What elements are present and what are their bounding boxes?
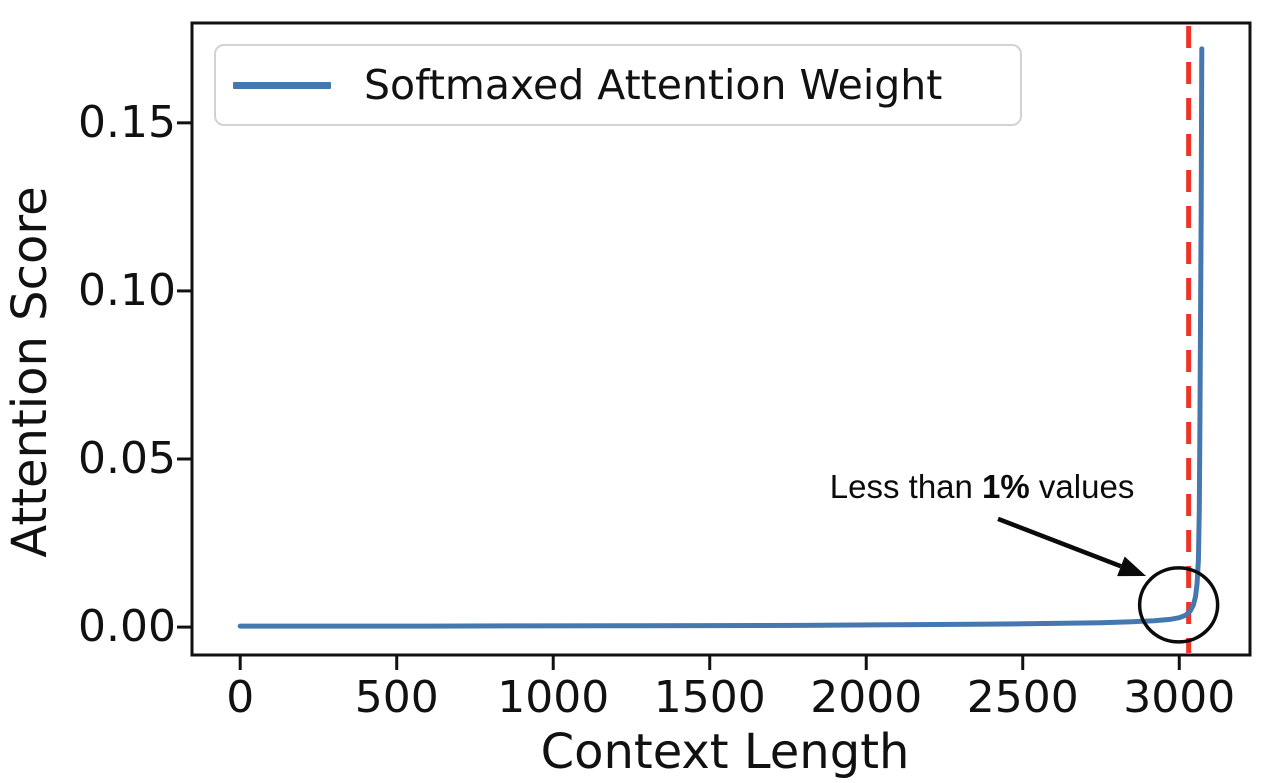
y-tick-label: 0.15 (78, 96, 176, 148)
x-tick-label: 2000 (810, 672, 923, 723)
x-tick-label: 1500 (653, 672, 766, 723)
y-axis-title: Attention Score (2, 186, 58, 558)
x-tick-label: 500 (354, 672, 439, 723)
x-tick-label: 0 (226, 672, 255, 723)
x-tick-label: 3000 (1123, 672, 1236, 723)
attention-curve (237, 46, 1205, 629)
annotation-bold: 1% (982, 467, 1030, 505)
legend: Softmaxed Attention Weight (214, 44, 1022, 126)
y-tick-label: 0.05 (78, 433, 176, 484)
plot-spines (190, 21, 1252, 657)
annotation-arrow-head (1117, 556, 1147, 577)
annotation-text: Less than 1% values (830, 468, 1135, 506)
y-tick-label: 0.00 (78, 601, 176, 653)
legend-label: Softmaxed Attention Weight (364, 61, 943, 109)
x-tick-label: 1000 (497, 672, 610, 723)
highlight-circle (1137, 566, 1220, 644)
x-tick-label: 2500 (966, 672, 1079, 723)
legend-line-sample-icon (233, 81, 331, 89)
annotation-suffix: values (1029, 467, 1135, 505)
annotation-arrow-shaft (997, 516, 1122, 569)
annotation-prefix: Less than (829, 467, 983, 505)
y-tick-label: 0.10 (78, 264, 176, 316)
x-axis-title: Context Length (540, 724, 910, 780)
